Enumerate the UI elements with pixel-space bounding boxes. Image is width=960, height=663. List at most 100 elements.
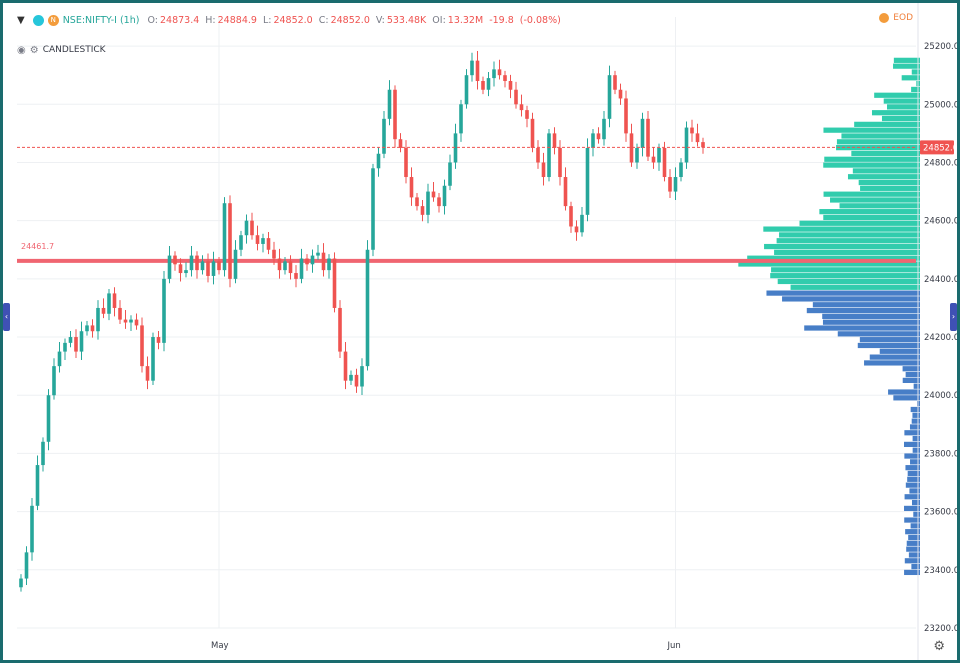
low-label: L: xyxy=(262,14,272,26)
candle-body xyxy=(90,325,95,332)
candle-body xyxy=(277,258,282,271)
candle-body xyxy=(305,258,309,265)
volume-profile-bar xyxy=(857,342,920,349)
candle-body xyxy=(624,98,628,134)
volume-value: 533.48K xyxy=(386,14,427,26)
volume-profile-bar xyxy=(822,319,920,325)
candle-body xyxy=(585,147,590,215)
eod-indicator[interactable]: EOD xyxy=(879,13,913,23)
candle-body xyxy=(24,552,29,579)
scroll-left-arrow[interactable]: ‹ xyxy=(3,303,10,331)
y-tick-label: 23800.0 xyxy=(924,449,957,459)
candle-body xyxy=(173,255,177,265)
candle-body xyxy=(255,235,260,244)
chart-settings-icon[interactable]: ⚙ xyxy=(933,639,945,654)
volume-profile-bar xyxy=(858,179,920,186)
candle-body xyxy=(288,261,293,274)
volume-profile-bar xyxy=(887,104,920,110)
x-tick-label: Jun xyxy=(667,641,681,651)
candle-body xyxy=(448,162,452,186)
candle-body xyxy=(415,197,419,207)
volume-profile-bar xyxy=(738,261,920,267)
candle-body xyxy=(591,133,595,148)
close-value: 24852.0 xyxy=(330,14,370,26)
candle-body xyxy=(145,366,150,381)
candle-body xyxy=(228,203,232,279)
candle-body xyxy=(354,374,359,387)
volume-profile-bar xyxy=(823,214,920,221)
candle-body xyxy=(580,214,584,233)
candle-body xyxy=(283,261,287,271)
candle-body xyxy=(310,255,315,265)
volume-profile-bar xyxy=(776,238,920,244)
candle-body xyxy=(85,325,89,332)
volume-profile-bar xyxy=(904,569,920,576)
candle-body xyxy=(613,75,617,90)
candle-body xyxy=(332,258,337,308)
eod-label: EOD xyxy=(893,13,913,23)
eye-icon[interactable]: ◉ xyxy=(17,44,26,56)
open-value: 24873.4 xyxy=(159,14,200,26)
candle-body xyxy=(101,307,106,314)
volume-profile-bar xyxy=(909,488,920,494)
candle-body xyxy=(442,185,447,207)
volume-profile-bar xyxy=(836,139,920,145)
volume-profile-bar xyxy=(847,174,920,180)
volume-profile-bar xyxy=(874,92,920,98)
last-price-tag xyxy=(920,140,954,155)
candle-body xyxy=(96,307,100,332)
volume-profile-bar xyxy=(910,523,920,529)
volume-profile-bar xyxy=(911,418,920,424)
candle-body xyxy=(431,191,436,198)
candle-body xyxy=(382,118,386,154)
volume-profile-bar xyxy=(911,499,920,506)
candle-body xyxy=(112,293,117,308)
volume-profile-bar xyxy=(771,267,920,273)
volume-profile-bar xyxy=(854,121,920,127)
x-tick-label: May xyxy=(211,641,229,651)
volume-profile-bar xyxy=(869,354,920,360)
candle-body xyxy=(409,177,414,198)
candle-body xyxy=(690,127,694,134)
volume-profile-bar xyxy=(819,209,920,215)
close-label: C: xyxy=(318,14,329,26)
y-tick-label: 24200.0 xyxy=(924,333,957,343)
scroll-right-arrow[interactable]: › xyxy=(950,303,957,331)
candle-body xyxy=(244,220,249,236)
volume-profile-bar xyxy=(782,296,920,302)
volume-label: V: xyxy=(375,14,385,26)
candle-body xyxy=(657,147,661,163)
candle-body xyxy=(695,133,700,143)
volume-profile-bar xyxy=(812,302,920,308)
candle-body xyxy=(635,147,639,163)
volume-profile-bar xyxy=(909,424,920,430)
symbol-name[interactable]: NSE:NIFTY-I (1h) xyxy=(62,14,140,26)
volume-profile-bar xyxy=(830,197,920,203)
volume-profile-bar xyxy=(764,243,920,250)
y-tick-label: 25000.0 xyxy=(924,100,957,110)
volume-profile-bar xyxy=(905,529,920,535)
candle-body xyxy=(536,147,540,163)
candle-body xyxy=(387,89,392,119)
candle-body xyxy=(525,110,529,119)
candle-body xyxy=(57,351,62,367)
candle-body xyxy=(668,177,672,192)
candle-body xyxy=(420,206,425,215)
y-tick-label: 23200.0 xyxy=(924,624,957,634)
candle-body xyxy=(343,351,348,381)
collapse-chevron-icon[interactable]: ▼ xyxy=(17,14,25,26)
candle-body xyxy=(596,133,601,140)
candle-body xyxy=(602,118,606,140)
volume-profile-bar xyxy=(913,511,920,517)
candle-body xyxy=(327,258,331,271)
y-tick-label: 24800.0 xyxy=(924,158,957,168)
candle-body xyxy=(360,366,364,387)
price-chart[interactable]: 24461.7 25200.0 25000.0 24800.0 24600.0 24400… xyxy=(3,3,957,660)
volume-profile-bar xyxy=(912,435,920,442)
settings-icon[interactable]: ⚙ xyxy=(29,44,39,56)
indicator-row: ◉ ⚙ CANDLESTICK xyxy=(17,43,106,57)
candle-body xyxy=(299,258,304,279)
candle-body xyxy=(492,69,496,79)
y-tick-label: 24000.0 xyxy=(924,391,957,401)
